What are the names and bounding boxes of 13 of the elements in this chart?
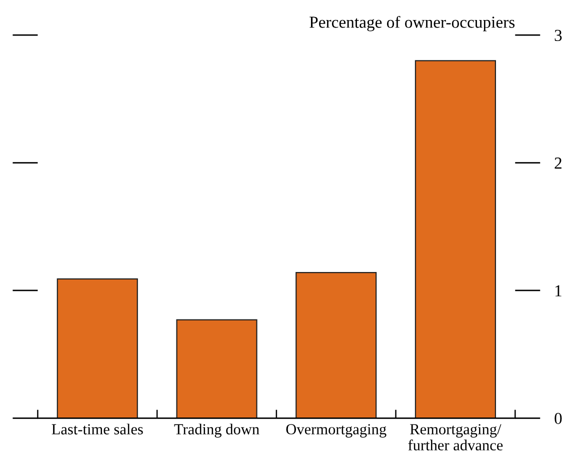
- y-tick-label: 1: [556, 285, 562, 296]
- x-tick-label: Remortgaging/ further advance: [408, 424, 503, 450]
- x-tick-label: Last-time sales: [52, 424, 143, 434]
- bar: [414, 60, 496, 418]
- y-tick-label: 2: [554, 158, 562, 169]
- bar: [56, 278, 138, 418]
- bar: [296, 272, 377, 418]
- y-tick-label: 0: [554, 412, 562, 424]
- y-tick-label: 3: [554, 30, 562, 42]
- bar: [176, 319, 258, 418]
- x-tick-label: Overmortgaging: [286, 424, 386, 438]
- x-tick-label: Trading down: [174, 424, 260, 438]
- y-axis-title: Percentage of owner-occupiers: [310, 16, 515, 32]
